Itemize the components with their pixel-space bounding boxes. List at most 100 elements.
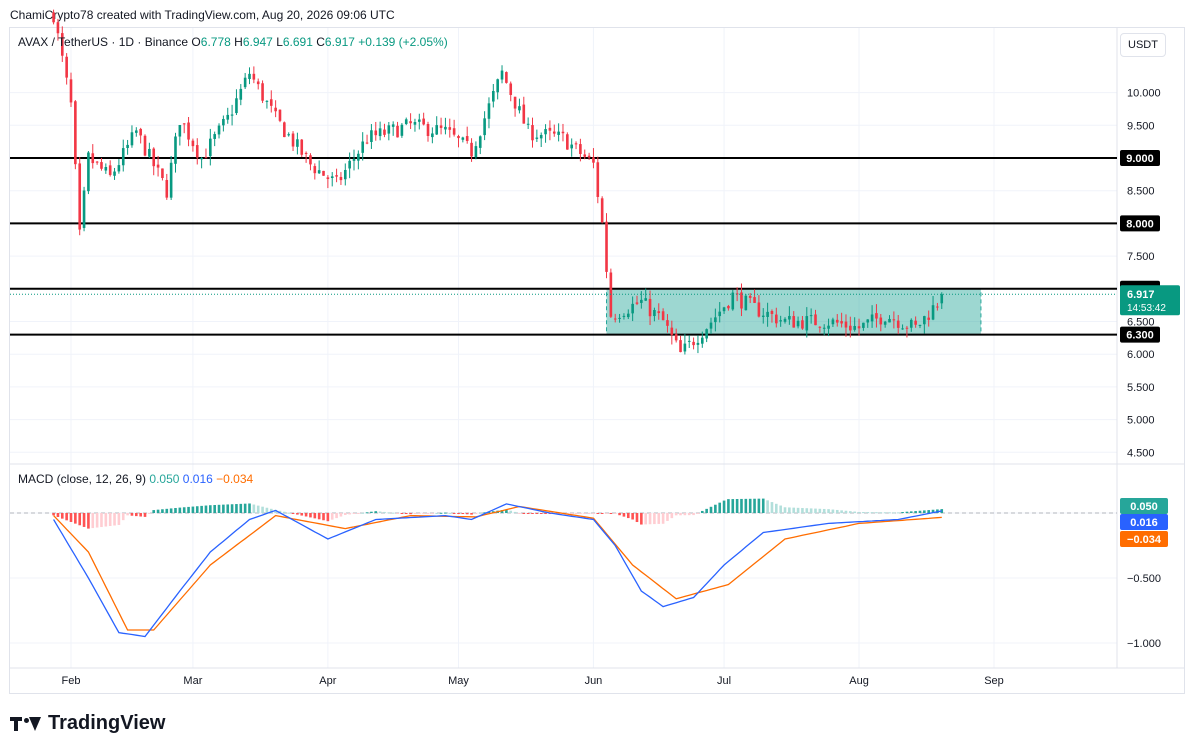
macd-histogram-bar xyxy=(448,512,452,514)
macd-histogram-bar xyxy=(783,507,787,513)
price-axis-tick-label: 5.000 xyxy=(1127,415,1155,427)
candle-body xyxy=(526,123,530,125)
candle-body xyxy=(230,114,234,116)
macd-histogram-bar xyxy=(592,513,595,514)
candle-body xyxy=(570,144,573,149)
candle-body xyxy=(431,133,434,138)
macd-histogram-bar xyxy=(204,505,208,513)
macd-histogram-bar xyxy=(209,505,212,513)
x-axis-tick-label: May xyxy=(448,675,469,687)
candle-body xyxy=(505,72,508,83)
currency-unit-button[interactable]: USDT xyxy=(1120,33,1166,57)
macd-histogram-bar xyxy=(827,509,830,513)
macd-histogram-bar xyxy=(182,507,186,513)
macd-histogram-bar xyxy=(161,509,164,513)
candle-body xyxy=(217,125,221,135)
candle-body xyxy=(818,326,822,328)
candle-body xyxy=(513,96,517,109)
candle-body xyxy=(796,320,800,327)
macd-histogram-bar xyxy=(679,513,682,516)
macd-value-badge xyxy=(1120,514,1168,530)
macd-value-badge xyxy=(1120,498,1168,514)
macd-histogram-bar xyxy=(396,513,399,514)
macd-histogram-bar xyxy=(718,502,722,513)
macd-histogram-bar xyxy=(256,505,260,513)
macd-histogram-bar xyxy=(609,513,613,514)
candle-body xyxy=(391,124,395,127)
level-badge-label: 8.000 xyxy=(1126,218,1154,230)
macd-histogram-bar xyxy=(539,513,543,514)
candle-body xyxy=(396,125,399,138)
candle-body xyxy=(518,106,521,111)
candle-body xyxy=(613,318,617,320)
macd-histogram-bar xyxy=(426,513,430,514)
macd-histogram-bar xyxy=(226,504,230,513)
x-axis-tick-label: Feb xyxy=(62,675,81,687)
candle-body xyxy=(844,321,848,328)
macd-histogram-bar xyxy=(753,498,756,513)
candle-body xyxy=(226,114,230,120)
candle-body xyxy=(365,142,369,144)
macd-histogram-bar xyxy=(457,513,460,514)
macd-histogram-bar xyxy=(100,513,103,528)
candle-body xyxy=(309,155,312,165)
candle-body xyxy=(387,125,391,134)
candle-body xyxy=(718,311,722,317)
macd-histogram-bar xyxy=(78,513,82,526)
macd-histogram-bar xyxy=(435,512,439,514)
macd-histogram-bar xyxy=(831,509,835,513)
candle-body xyxy=(265,100,269,102)
candle-body xyxy=(496,79,499,93)
candle-body xyxy=(592,157,595,163)
signal-line xyxy=(53,505,942,631)
candle-body xyxy=(883,321,887,325)
candle-body xyxy=(74,101,77,165)
price-axis-tick-label: 8.500 xyxy=(1127,186,1155,198)
candle-body xyxy=(417,119,421,122)
candle-body xyxy=(448,127,452,130)
price-axis-tick-label: 10.000 xyxy=(1127,88,1161,100)
macd-histogram-bar xyxy=(513,511,517,513)
macd-histogram-bar xyxy=(779,505,782,513)
macd-histogram-bar xyxy=(439,512,443,514)
macd-histogram-bar xyxy=(217,504,221,513)
macd-value-badge-label: −0.034 xyxy=(1127,534,1162,546)
candle-body xyxy=(696,342,700,345)
macd-histogram-bar xyxy=(657,513,661,524)
macd-histogram-bar xyxy=(56,513,60,517)
macd-legend: MACD (close, 12, 26, 9) 0.050 0.016 −0.0… xyxy=(18,472,253,486)
macd-histogram-bar xyxy=(139,513,142,517)
candle-body xyxy=(470,142,473,157)
candle-body xyxy=(56,22,60,34)
countdown-label: 14:53:42 xyxy=(1127,303,1166,314)
candle-body xyxy=(896,320,900,328)
candle-body xyxy=(169,162,173,198)
macd-histogram-bar xyxy=(857,511,861,513)
macd-histogram-bar xyxy=(252,504,256,513)
candle-body xyxy=(82,190,86,228)
macd-histogram-bar xyxy=(230,504,234,513)
candle-body xyxy=(478,136,482,148)
macd-histogram-bar xyxy=(766,500,769,513)
macd-signal-value: −0.034 xyxy=(216,472,254,486)
macd-histogram-bar xyxy=(309,513,312,518)
macd-histogram-bar xyxy=(888,512,891,514)
candle-body xyxy=(892,319,896,321)
macd-histogram-bar xyxy=(235,504,238,513)
candle-body xyxy=(444,126,447,130)
macd-histogram-bar xyxy=(596,513,600,514)
macd-histogram-bar xyxy=(740,498,743,513)
candle-body xyxy=(757,302,761,317)
macd-histogram-bar xyxy=(422,513,425,514)
candle-body xyxy=(500,70,504,80)
candle-body xyxy=(605,221,608,272)
symbol-legend: AVAX / TetherUS · 1D · Binance O6.778 H6… xyxy=(18,35,448,49)
candle-body xyxy=(583,154,587,157)
macd-histogram-bar xyxy=(705,508,708,513)
price-axis-tick-label: 6.500 xyxy=(1127,317,1155,329)
macd-histogram-bar xyxy=(687,513,691,516)
candle-body xyxy=(566,134,569,150)
macd-histogram-bar xyxy=(505,509,508,513)
price-axis-tick-label: 9.500 xyxy=(1127,120,1155,132)
